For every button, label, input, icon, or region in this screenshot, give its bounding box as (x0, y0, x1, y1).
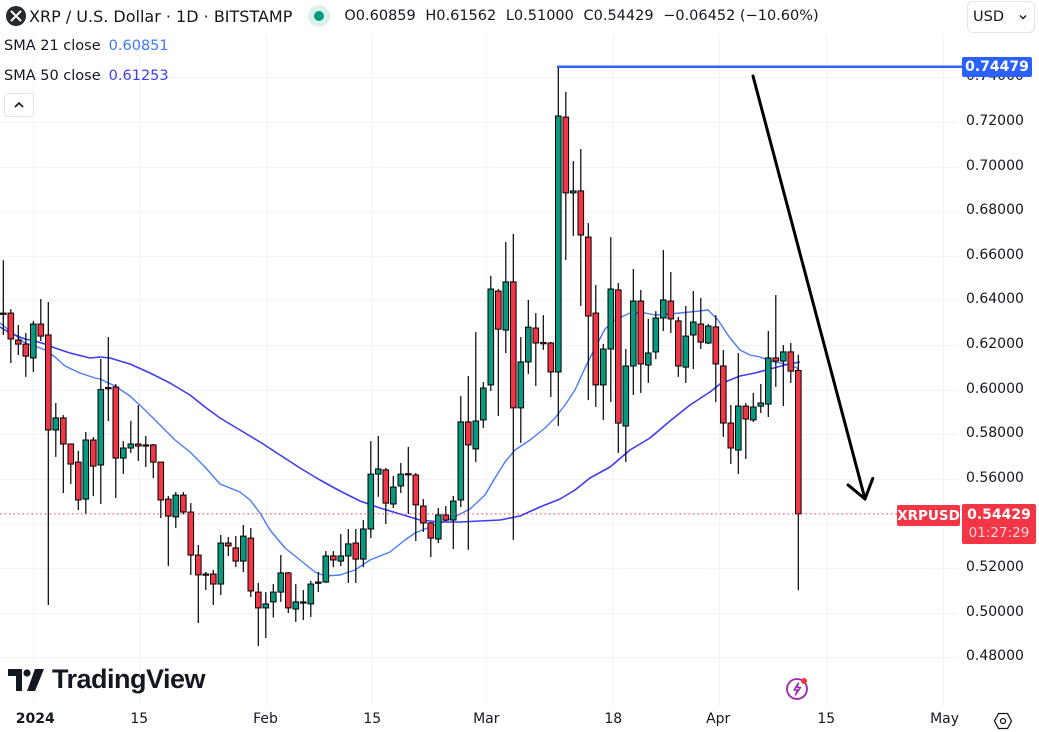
symbol-title-row[interactable]: XRP / U.S. Dollar · 1D · BITSTAMP O0.608… (6, 4, 824, 28)
time-tick-label: Mar (473, 711, 500, 727)
chevron-up-icon (14, 101, 24, 108)
time-tick-label: 15 (130, 711, 149, 727)
horizontal-line-price-tag: 0.74479 (962, 57, 1032, 77)
open-value: O0.60859 (344, 8, 416, 24)
xrp-logo-icon (6, 6, 26, 26)
market-open-dot-icon (308, 5, 331, 27)
price-tick-label: 0.70000 (966, 157, 1024, 174)
time-tick-label: Apr (706, 711, 731, 727)
sma-lines (0, 309, 801, 577)
indicator-sma21[interactable]: SMA 21 close 0.60851 (4, 36, 169, 56)
tradingview-logo-text: TradingView (52, 664, 206, 694)
price-tick-label: 0.50000 (966, 603, 1024, 620)
high-value: H0.61562 (425, 8, 497, 24)
time-tick-label: 18 (604, 711, 623, 727)
price-tick-label: 0.66000 (966, 246, 1024, 263)
sma50-label: SMA 50 close (4, 68, 101, 84)
symbol-title[interactable]: XRP / U.S. Dollar · 1D · BITSTAMP (29, 6, 293, 26)
time-tick-label: 15 (363, 711, 382, 727)
time-tick-label: Feb (253, 711, 278, 727)
indicator-sma50[interactable]: SMA 50 close 0.61253 (4, 66, 169, 86)
symbol-tag: XRPUSD (897, 505, 960, 526)
price-tick-label: 0.62000 (966, 336, 1024, 352)
currency-value: USD (973, 9, 1004, 25)
price-tick-label: 0.52000 (966, 559, 1024, 575)
candlesticks (0, 66, 802, 647)
sma21-value: 0.60851 (108, 38, 169, 54)
price-tick-label: 0.72000 (966, 113, 1024, 129)
price-tick-label: 0.56000 (966, 469, 1024, 486)
chart-grid (0, 34, 958, 706)
lightning-news-icon[interactable] (785, 675, 811, 701)
drawings (0, 65, 962, 515)
last-price-tag: 0.54429 01:27:29 (962, 504, 1036, 544)
price-tick-label: 0.68000 (966, 202, 1024, 219)
settings-hexagon-icon[interactable] (993, 712, 1013, 730)
currency-select[interactable]: USD (967, 1, 1035, 33)
bar-countdown: 01:27:29 (968, 525, 1030, 541)
price-tick-label: 0.60000 (966, 380, 1024, 397)
tradingview-logo[interactable]: TradingView (8, 664, 206, 695)
sma50-value: 0.61253 (108, 68, 169, 84)
time-tick-label: May (930, 711, 960, 727)
time-tick-label: 2024 (15, 711, 55, 727)
last-price: 0.54429 (967, 507, 1031, 523)
collapse-legend-button[interactable] (4, 93, 34, 117)
price-tick-label: 0.48000 (966, 648, 1024, 665)
sma21-label: SMA 21 close (4, 38, 101, 54)
tradingview-logo-icon (8, 668, 44, 691)
price-tick-label: 0.58000 (966, 425, 1024, 442)
time-tick-label: 15 (817, 711, 836, 727)
chevron-down-icon (1019, 15, 1027, 20)
change-value: −0.06452 (−10.60%) (663, 8, 819, 24)
price-tick-label: 0.64000 (966, 291, 1024, 308)
low-value: L0.51000 (505, 8, 574, 24)
close-value: C0.54429 (583, 8, 654, 24)
ohlc-values: O0.60859 H0.61562 L0.51000 C0.54429 −0.0… (344, 8, 823, 24)
